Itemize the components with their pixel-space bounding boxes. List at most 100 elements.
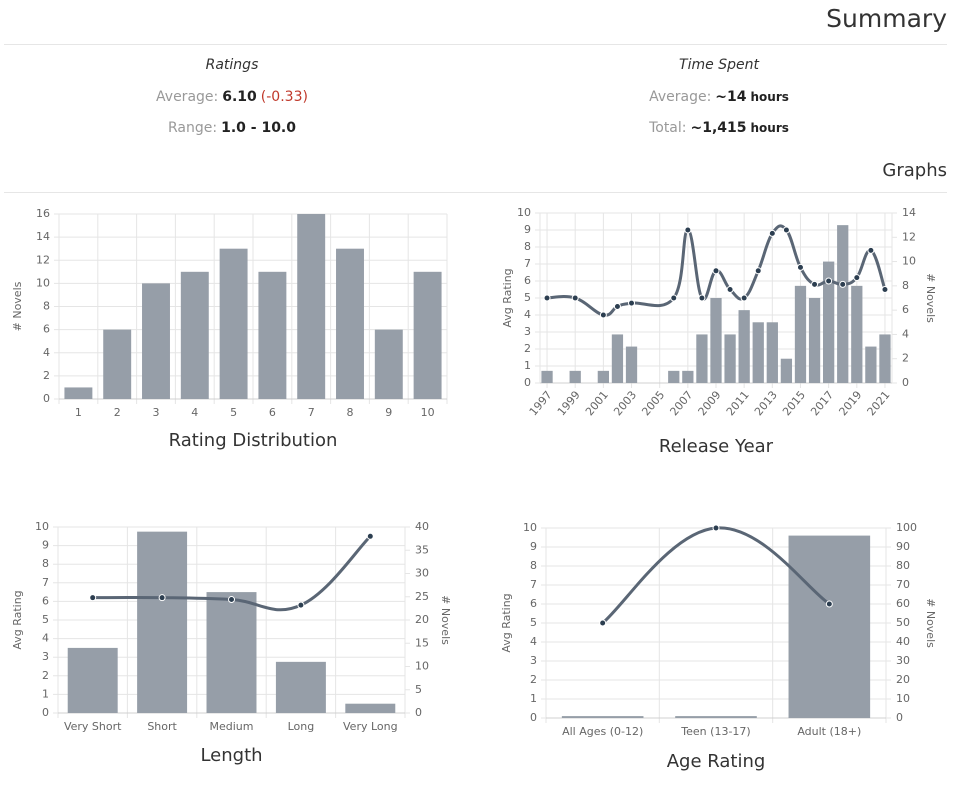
y-tick-label: 10: [36, 276, 50, 289]
chart-title: Age Rating: [667, 751, 766, 772]
x-tick-label: Teen (13-17): [680, 725, 750, 738]
x-tick-label: 4: [191, 406, 198, 419]
y-tick-label: 8: [524, 240, 531, 253]
y-tick-label: 0: [530, 711, 537, 724]
x-tick-label: 2: [114, 406, 121, 419]
chart-title: Length: [200, 745, 262, 766]
y2-tick-label: 35: [415, 543, 429, 556]
y-tick-label: 4: [530, 635, 537, 648]
y-tick-label: 9: [524, 223, 531, 236]
bar: [297, 214, 326, 399]
bar: [206, 592, 257, 713]
y-tick-label: 6: [42, 594, 49, 607]
y-axis-label: # Novels: [11, 281, 24, 331]
chart-title: Release Year: [659, 436, 774, 457]
point: [881, 286, 889, 293]
point: [754, 267, 762, 275]
bar: [625, 346, 638, 383]
y-tick-label: 4: [524, 308, 531, 321]
x-tick-label: 10: [421, 406, 435, 419]
y-tick-label: 2: [524, 342, 531, 355]
x-tick-label: 1999: [555, 389, 583, 419]
point: [599, 311, 607, 319]
bar: [258, 271, 287, 399]
x-tick-label: 2005: [639, 389, 667, 419]
bar: [865, 346, 877, 383]
y2-tick-label: 20: [896, 673, 910, 686]
graphs-heading: Graphs: [882, 160, 947, 181]
x-tick-label: 2019: [836, 389, 864, 419]
x-tick-label: Long: [288, 720, 315, 733]
bar: [64, 387, 93, 399]
x-tick-label: 9: [385, 406, 392, 419]
y-tick-label: 5: [530, 616, 537, 629]
y2-axis-label: # Novels: [924, 598, 937, 648]
point: [839, 280, 847, 288]
bar: [668, 370, 680, 383]
bar: [345, 703, 396, 713]
bar: [766, 322, 778, 383]
value: ~1,415: [690, 120, 747, 136]
y2-tick-label: 10: [902, 255, 916, 268]
bar: [808, 298, 821, 383]
point: [628, 299, 636, 307]
value: 1.0 - 10.0: [221, 120, 296, 136]
bar: [780, 358, 793, 383]
bar: [675, 716, 757, 718]
x-tick-label: 1: [75, 406, 82, 419]
y-tick-label: 6: [43, 323, 50, 336]
y-tick-label: 3: [530, 654, 537, 667]
y-tick-label: 12: [36, 253, 50, 266]
y-tick-label: 0: [42, 706, 49, 719]
point: [670, 294, 678, 302]
y2-tick-label: 0: [896, 711, 903, 724]
point: [543, 294, 551, 302]
point: [571, 294, 579, 302]
y-tick-label: 7: [524, 257, 531, 270]
value: ~14: [715, 89, 747, 105]
ratings-heading: Ratings: [205, 57, 259, 73]
x-tick-label: 2017: [808, 389, 836, 419]
y2-tick-label: 10: [896, 692, 910, 705]
x-tick-label: 2021: [865, 389, 893, 419]
x-tick-label: 2001: [583, 389, 611, 419]
y-tick-label: 8: [42, 557, 49, 570]
x-tick-label: 3: [153, 406, 160, 419]
x-tick-label: Very Long: [343, 720, 398, 733]
x-tick-label: 2011: [724, 389, 752, 419]
x-tick-label: 1997: [527, 389, 555, 419]
bar: [219, 248, 248, 399]
bar: [696, 334, 708, 383]
y-tick-label: 10: [35, 520, 49, 533]
label: Average:: [156, 89, 219, 105]
bar: [682, 370, 694, 383]
y-tick-label: 2: [42, 669, 49, 682]
y-axis-label: Avg Rating: [500, 593, 513, 652]
y-tick-label: 6: [530, 597, 537, 610]
unit: hours: [750, 90, 789, 104]
x-tick-label: 2007: [667, 389, 695, 419]
y-tick-label: 0: [524, 376, 531, 389]
value: 6.10: [222, 89, 257, 105]
x-tick-label: 7: [308, 406, 315, 419]
point: [712, 524, 720, 532]
x-tick-label: Medium: [210, 720, 254, 733]
bar: [597, 370, 609, 383]
y2-tick-label: 25: [415, 590, 429, 603]
y-tick-label: 1: [530, 692, 537, 705]
label: Range:: [168, 120, 218, 136]
bar: [275, 661, 326, 713]
bar: [137, 531, 188, 713]
point: [158, 594, 166, 602]
point: [768, 229, 776, 237]
bar: [569, 370, 581, 383]
y-tick-label: 10: [517, 206, 531, 219]
change: (-0.33): [260, 89, 308, 105]
y-axis-label: Avg Rating: [501, 268, 514, 327]
y2-tick-label: 50: [896, 616, 910, 629]
x-tick-label: 2015: [780, 389, 808, 419]
divider: [4, 192, 947, 193]
